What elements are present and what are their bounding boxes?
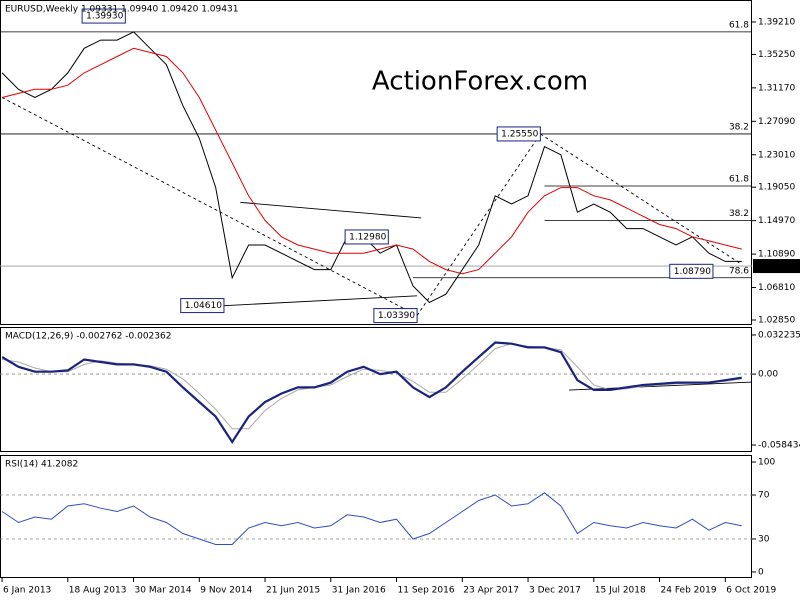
x-tick-label: 18 Aug 2013 (69, 586, 127, 596)
x-tick-label: 9 Nov 2014 (200, 586, 252, 596)
x-tick-label: 21 Jun 2015 (266, 586, 320, 596)
y-tick-label: 1.06810 (758, 283, 795, 293)
trendline (240, 201, 422, 219)
y-tick-label: 0.00 (758, 370, 778, 380)
x-tick-label: 6 Jan 2013 (3, 586, 51, 596)
x-tick-label: 11 Sep 2016 (398, 586, 455, 596)
trendline (540, 133, 740, 264)
price-box-label: 1.08790 (674, 267, 711, 277)
level-label: 38.2 (729, 122, 749, 132)
series-line (1, 31, 742, 304)
series-line (1, 341, 742, 445)
level-label: 61.8 (729, 20, 749, 30)
series-line (1, 492, 742, 545)
y-tick-label: 1.14970 (758, 216, 795, 226)
x-tick-label: 3 Dec 2017 (529, 586, 581, 596)
trendline (416, 133, 541, 316)
last-price-box (753, 259, 800, 274)
price-box-label: 1.39930 (86, 12, 123, 22)
trendline (569, 381, 753, 391)
x-tick-label: 23 Apr 2017 (463, 586, 519, 596)
price-box (180, 298, 225, 314)
level-label: 78.6 (729, 266, 749, 276)
y-tick-label: 30 (758, 534, 770, 544)
price-box-label: 1.04610 (185, 301, 222, 311)
price-box (373, 308, 418, 324)
price-box-label: 1.12980 (349, 232, 386, 242)
last-price-label: 1.09431 (756, 262, 793, 272)
y-tick-label: 1.35250 (758, 50, 795, 60)
price-box (496, 126, 541, 142)
price-box (669, 263, 714, 279)
y-tick-label: 1.39210 (758, 17, 795, 27)
y-tick-label: 70 (758, 491, 770, 501)
trendline (223, 295, 418, 307)
y-tick-label: -0.058434 (758, 441, 800, 451)
panel-frame (0, 0, 752, 325)
y-tick-label: 0 (758, 567, 764, 577)
y-tick-label: 1.31170 (758, 83, 795, 93)
y-tick-label: 100 (758, 458, 775, 468)
y-tick-label: 0.032235 (758, 330, 800, 340)
x-tick-label: 6 Oct 2019 (726, 586, 776, 596)
panel-frame (0, 455, 752, 578)
panel-title: EURUSD,Weekly 1.09331 1.09940 1.09420 1.… (5, 5, 238, 15)
y-tick-label: 1.27090 (758, 117, 795, 127)
y-tick-label: 1.02850 (758, 316, 795, 326)
x-tick-label: 31 Jan 2016 (332, 586, 386, 596)
price-box (81, 8, 126, 24)
series-line (1, 47, 742, 275)
watermark: ActionForex.com (372, 67, 588, 97)
price-box-label: 1.25550 (501, 129, 538, 139)
x-tick-label: 15 Jul 2018 (595, 586, 646, 596)
level-label: 61.8 (729, 174, 749, 184)
panel-title: MACD(12,26,9) -0.002762 -0.002362 (5, 332, 171, 342)
panel-title: RSI(14) 41.2082 (5, 460, 78, 470)
y-tick-label: 1.10890 (758, 250, 795, 260)
x-tick-label: 24 Feb 2019 (661, 586, 717, 596)
price-box (344, 229, 389, 245)
level-label: 38.2 (729, 209, 749, 219)
trendline (1, 97, 418, 316)
y-tick-label: 1.19050 (758, 183, 795, 193)
x-tick-label: 30 Mar 2014 (135, 586, 192, 596)
panel-frame (0, 327, 752, 452)
price-box-label: 1.03390 (378, 311, 415, 321)
y-tick-label: 1.23010 (758, 150, 795, 160)
